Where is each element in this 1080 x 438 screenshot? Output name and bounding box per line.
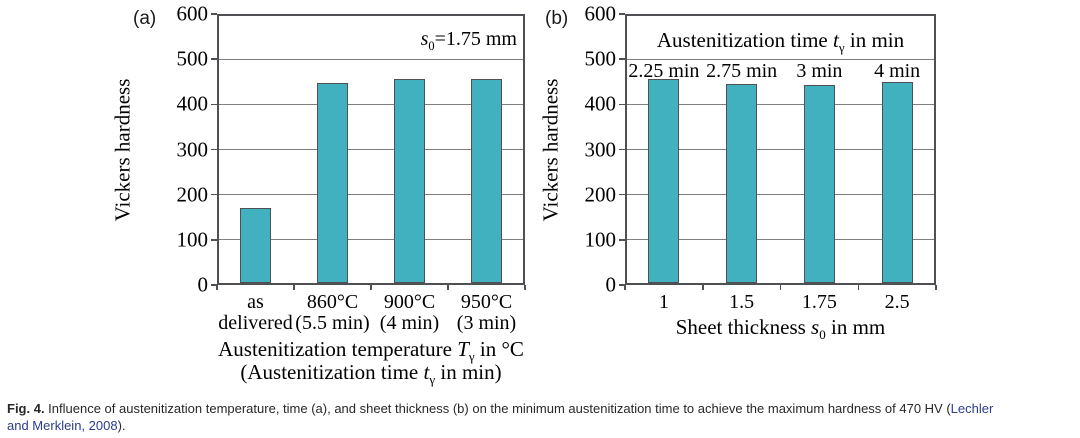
bar (881, 81, 913, 283)
bar (803, 84, 835, 283)
x-tick-mark (524, 285, 526, 290)
bar (240, 208, 271, 283)
y-tick-label: 500 (584, 46, 617, 71)
gridline (219, 103, 523, 105)
y-tick-label: 300 (176, 137, 209, 161)
y-tick-mark (211, 148, 217, 151)
x-tick-mark (293, 285, 295, 290)
x-tick-mark (624, 285, 626, 290)
y-tick-mark (211, 239, 217, 241)
gridline (627, 194, 934, 196)
category-label: 1 (658, 291, 669, 313)
bar (648, 79, 680, 283)
y-tick-mark (619, 284, 625, 286)
bar (471, 79, 502, 283)
y-tick-label: 200 (176, 182, 209, 207)
x-tick-mark (779, 285, 782, 290)
category-label: 1.75 (801, 291, 837, 313)
panel-b-tag: (b) (545, 8, 569, 29)
y-tick-mark (211, 58, 217, 60)
panel-annotation: s0=1.75 mm (420, 28, 517, 53)
y-tick-mark (619, 193, 625, 196)
category-label: 2.5 (884, 291, 910, 313)
x-tick-mark (370, 285, 372, 290)
x-tick-mark (857, 285, 859, 290)
bar (394, 79, 425, 283)
gridline (219, 149, 523, 150)
category-label: 900°C (4 min) (379, 291, 440, 334)
gridline (219, 194, 523, 196)
x-tick-mark (702, 285, 704, 290)
y-tick-label: 400 (176, 91, 209, 116)
y-tick-mark (619, 239, 625, 241)
y-tick-mark (619, 13, 625, 15)
y-tick-label: 0 (197, 272, 209, 297)
y-tick-mark (619, 148, 625, 151)
y-tick-mark (211, 284, 217, 286)
y-tick-label: 0 (605, 272, 617, 297)
y-tick-label: 400 (584, 91, 617, 116)
y-tick-label: 500 (176, 46, 209, 71)
category-label: as delivered (218, 291, 293, 334)
y-tick-label: 200 (584, 182, 617, 207)
bar (726, 84, 758, 283)
caption-tail: ). (117, 417, 126, 433)
y-tick-label: 600 (584, 1, 617, 26)
caption-line-2: and Merklein, 2008). (7, 418, 1075, 435)
bar (317, 82, 348, 283)
y-tick-label: 300 (584, 137, 617, 161)
caption-line-1: Fig. 4. Influence of austenitization tem… (7, 401, 1075, 418)
y-tick-label: 100 (584, 227, 617, 252)
bar-value-label: 2.25 min (628, 60, 700, 82)
gridline (627, 58, 934, 60)
y-tick-label: 600 (176, 1, 209, 26)
y-tick-label: 100 (176, 227, 209, 252)
x-axis-title: Sheet thickness s0 in mm (675, 315, 886, 343)
x-axis-title: Austenitization temperature Tγ in °C (Aus… (218, 337, 524, 388)
gridline (219, 239, 523, 241)
y-tick-mark (211, 103, 217, 106)
bar-value-label: 4 min (874, 60, 921, 82)
inner-title: Austenitization time tγ in min (656, 28, 905, 56)
x-axis-title-line: Sheet thickness s0 in mm (675, 315, 886, 343)
gridline (627, 239, 934, 241)
y-axis-title: Vickers hardness (110, 78, 135, 222)
x-tick-mark (216, 285, 218, 290)
x-tick-mark (935, 285, 937, 290)
y-tick-mark (619, 103, 625, 106)
category-label: 860°C (5.5 min) (295, 291, 370, 334)
bar-value-label: 2.75 min (706, 60, 778, 82)
gridline (627, 149, 934, 150)
x-axis-title-line: Austenitization temperature Tγ in °C (218, 337, 524, 365)
y-tick-mark (619, 58, 625, 60)
figure-caption: Fig. 4. Influence of austenitization tem… (7, 401, 1075, 434)
caption-text: Influence of austenitization temperature… (44, 401, 951, 416)
panel-a-tag: (a) (133, 8, 157, 29)
x-axis-title-line: (Austenitization time tγ in min) (240, 360, 502, 388)
gridline (627, 103, 934, 105)
gridline (219, 58, 523, 60)
citation-link-part1[interactable]: Lechler (950, 401, 994, 416)
y-axis-title: Vickers hardness (538, 78, 563, 222)
x-tick-mark (447, 285, 449, 290)
citation-link-part2[interactable]: and Merklein, 2008 (7, 417, 118, 433)
figure-label: Fig. 4. (7, 401, 45, 416)
bar-value-label: 3 min (796, 60, 843, 82)
category-label: 1.5 (729, 291, 755, 313)
category-label: 950°C (3 min) (456, 291, 517, 334)
y-tick-mark (211, 193, 217, 196)
y-tick-mark (211, 13, 217, 15)
